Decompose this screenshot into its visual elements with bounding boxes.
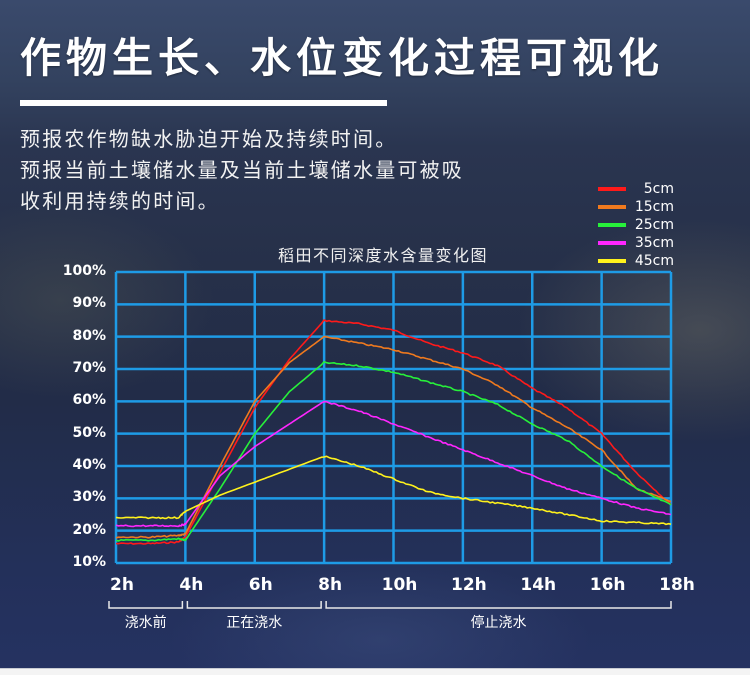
phase-bracket	[186, 601, 322, 609]
bottom-edge	[0, 668, 750, 675]
legend-label: 45cm	[634, 253, 674, 269]
y-tick-label: 30%	[72, 489, 106, 506]
description-line-3: 收利用持续的时间。	[20, 189, 220, 213]
description-line-1: 预报农作物缺水胁迫开始及持续时间。	[20, 127, 398, 151]
chart-legend: 5cm 15cm 25cm 35cm 45cm	[598, 180, 674, 270]
legend-item-35cm: 35cm	[598, 234, 674, 252]
legend-label: 5cm	[643, 181, 674, 197]
legend-label: 25cm	[634, 217, 674, 233]
x-tick-label: 6h	[248, 575, 273, 595]
y-tick-label: 60%	[72, 392, 106, 409]
description-line-2: 预报当前土壤储水量及当前土壤储水量可被吸	[20, 158, 464, 182]
x-tick-label: 18h	[659, 575, 695, 595]
phase-brackets	[108, 601, 672, 609]
legend-item-45cm: 45cm	[598, 252, 674, 270]
x-tick-label: 12h	[450, 575, 487, 595]
legend-swatch-25cm	[598, 223, 626, 227]
phase-label: 浇水前	[124, 615, 167, 631]
legend-label: 15cm	[634, 199, 674, 215]
page-title: 作物生长、水位变化过程可视化	[20, 34, 664, 82]
phase-label: 正在浇水	[226, 615, 283, 631]
x-tick-label: 4h	[179, 575, 204, 595]
series-line-45cm	[115, 455, 672, 526]
legend-swatch-35cm	[598, 241, 626, 245]
y-tick-label: 90%	[72, 295, 106, 312]
chart-series	[115, 319, 672, 545]
series-line-25cm	[115, 361, 672, 542]
series-line-5cm	[115, 319, 672, 545]
legend-item-25cm: 25cm	[598, 216, 674, 234]
y-tick-label: 50%	[72, 424, 106, 441]
y-tick-label: 70%	[72, 360, 106, 376]
y-tick-label: 20%	[72, 521, 106, 538]
legend-label: 35cm	[634, 235, 674, 251]
x-tick-label: 2h	[110, 575, 134, 595]
legend-swatch-15cm	[598, 205, 626, 209]
y-tick-label: 100%	[62, 263, 106, 279]
x-tick-label: 10h	[381, 575, 418, 595]
x-tick-label: 16h	[589, 575, 626, 595]
legend-item-5cm: 5cm	[598, 180, 674, 198]
phase-bracket	[325, 601, 672, 609]
y-tick-label: 10%	[72, 554, 106, 570]
series-line-35cm	[115, 400, 672, 528]
y-tick-label: 80%	[72, 327, 106, 344]
series-line-15cm	[115, 335, 672, 539]
phase-bracket	[108, 601, 184, 609]
legend-swatch-45cm	[598, 259, 626, 263]
x-tick-label: 14h	[520, 575, 557, 595]
legend-swatch-5cm	[598, 187, 626, 191]
phase-label: 停止浇水	[470, 615, 527, 631]
x-tick-label: 8h	[318, 575, 343, 595]
description: 预报农作物缺水胁迫开始及持续时间。 预报当前土壤储水量及当前土壤储水量可被吸 收…	[20, 124, 464, 217]
y-tick-label: 40%	[72, 457, 106, 473]
chart-title: 稻田不同深度水含量变化图	[278, 246, 489, 265]
legend-item-15cm: 15cm	[598, 198, 674, 216]
title-underline	[20, 100, 387, 106]
